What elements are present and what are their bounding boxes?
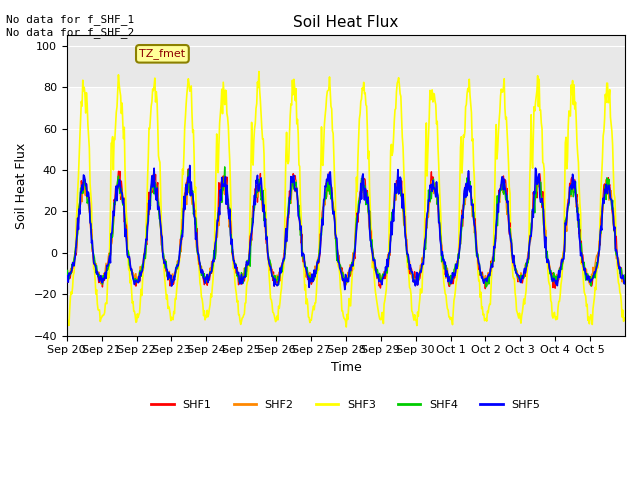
Title: Soil Heat Flux: Soil Heat Flux	[293, 15, 399, 30]
Y-axis label: Soil Heat Flux: Soil Heat Flux	[15, 143, 28, 228]
Text: TZ_fmet: TZ_fmet	[140, 48, 186, 59]
Legend: SHF1, SHF2, SHF3, SHF4, SHF5: SHF1, SHF2, SHF3, SHF4, SHF5	[147, 395, 545, 414]
X-axis label: Time: Time	[330, 361, 361, 374]
Bar	[67, 87, 625, 170]
Text: No data for f_SHF_1
No data for f_SHF_2: No data for f_SHF_1 No data for f_SHF_2	[6, 14, 134, 38]
